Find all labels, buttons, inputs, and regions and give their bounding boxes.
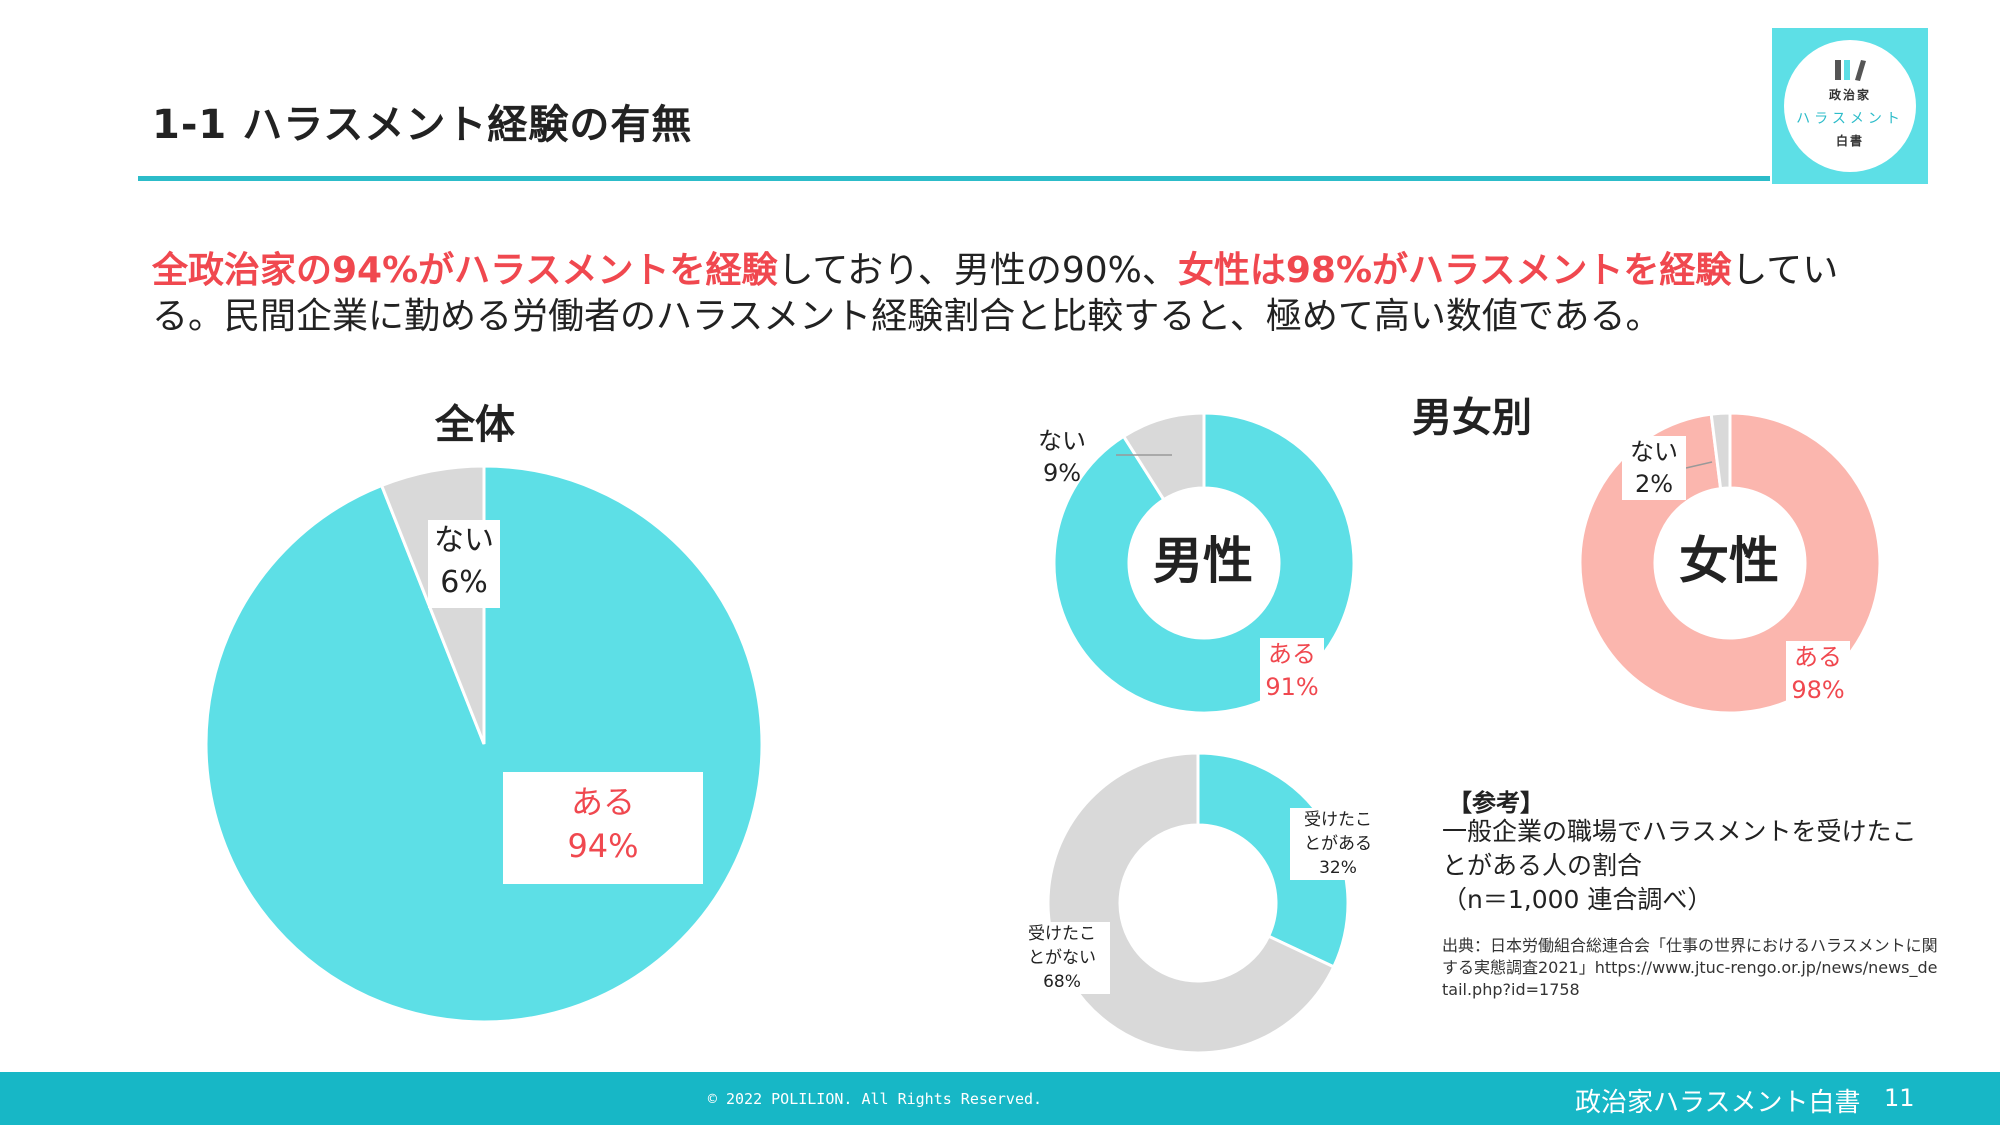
footer-bar <box>0 1072 2000 1125</box>
female-label-nai-value: 2% <box>1634 470 1674 498</box>
male-label-aru: ある 91% <box>1260 638 1324 704</box>
reference-label-yes: 受けたこ とがある 32% <box>1290 808 1386 880</box>
reference-heading: 【参考】 <box>1448 789 1544 817</box>
title-underline <box>138 176 1770 181</box>
summary-highlight-1: 全政治家の94%がハラスメントを経験 <box>152 250 778 291</box>
male-donut-center-label: 男性 <box>1153 532 1253 590</box>
reference-donut-chart <box>1046 751 1350 1055</box>
male-label-nai-value: 9% <box>1042 459 1082 487</box>
reference-description: 一般企業の職場でハラスメントを受けたこ とがある人の割合 （n＝1,000 連合… <box>1442 815 1922 917</box>
male-label-nai: ない 9% <box>1030 425 1094 489</box>
overall-label-aru-value: 94% <box>567 827 639 865</box>
books-icon <box>1835 60 1866 81</box>
reference-line2: とがある人の割合 <box>1442 851 1643 880</box>
female-leader-line <box>1685 461 1713 469</box>
overall-label-aru: ある 94% <box>503 772 703 884</box>
reference-label-no-value: 68% <box>1043 972 1081 992</box>
reference-label-yes-value: 32% <box>1319 858 1357 878</box>
page-number: 11 <box>1884 1084 1915 1112</box>
summary-text: 全政治家の94%がハラスメントを経験しており、男性の90%、女性は98%がハラス… <box>152 248 1852 340</box>
reference-line3: （n＝1,000 連合調べ） <box>1442 885 1713 914</box>
reference-line1: 一般企業の職場でハラスメントを受けたこ <box>1442 817 1917 846</box>
logo: 政治家 ハラスメント 白書 <box>1772 28 1928 184</box>
female-donut-center-label: 女性 <box>1679 532 1779 590</box>
overall-label-nai-name: ない <box>434 523 494 558</box>
logo-line2: ハラスメント <box>1796 111 1904 127</box>
footer-brand: 政治家ハラスメント白書 <box>1575 1088 1861 1118</box>
summary-highlight-2: 女性は98%がハラスメントを経験 <box>1177 250 1732 291</box>
male-label-nai-name: ない <box>1038 427 1086 455</box>
male-donut-chart <box>1052 411 1356 715</box>
overall-label-nai-value: 6% <box>440 565 488 600</box>
reference-label-no-line2: とがない <box>1028 948 1096 968</box>
female-label-aru: ある 98% <box>1786 641 1850 707</box>
reference-label-no-line1: 受けたこ <box>1028 924 1096 944</box>
overall-chart-title: 全体 <box>435 402 515 448</box>
female-slice-1 <box>1709 411 1732 491</box>
reference-label-yes-line2: とがある <box>1304 834 1372 854</box>
summary-text-4: している。民間企業に勤める労働者のハラスメント経験割合と比較すると、極めて高い数… <box>152 250 1839 337</box>
summary-text-2: しており、男性の90%、 <box>777 250 1178 291</box>
reference-slice-1 <box>1046 751 1336 1055</box>
female-label-aru-value: 98% <box>1791 676 1845 704</box>
reference-label-no: 受けたこ とがない 68% <box>1014 922 1110 994</box>
reference-slice-0 <box>1196 751 1350 969</box>
gender-section-heading: 男女別 <box>1412 395 1532 441</box>
female-label-nai-name: ない <box>1630 438 1678 466</box>
logo-line3: 白書 <box>1835 134 1864 148</box>
overall-label-aru-name: ある <box>570 783 635 821</box>
female-label-nai: ない 2% <box>1622 436 1686 500</box>
male-slice-0 <box>1052 411 1356 715</box>
male-label-aru-name: ある <box>1268 640 1316 668</box>
female-label-aru-name: ある <box>1794 643 1842 671</box>
overall-label-nai: ない 6% <box>428 520 500 608</box>
page-title: 1-1 ハラスメント経験の有無 <box>152 102 693 148</box>
reference-label-yes-line1: 受けたこ <box>1304 810 1372 830</box>
reference-source: 出典：日本労働組合総連合会「仕事の世界におけるハラスメントに関する実態調査202… <box>1442 936 1938 999</box>
logo-line1: 政治家 <box>1828 88 1871 102</box>
copyright: © 2022 POLILION. All Rights Reserved. <box>707 1090 1043 1108</box>
male-label-aru-value: 91% <box>1265 673 1319 701</box>
male-slice-1 <box>1121 411 1206 502</box>
